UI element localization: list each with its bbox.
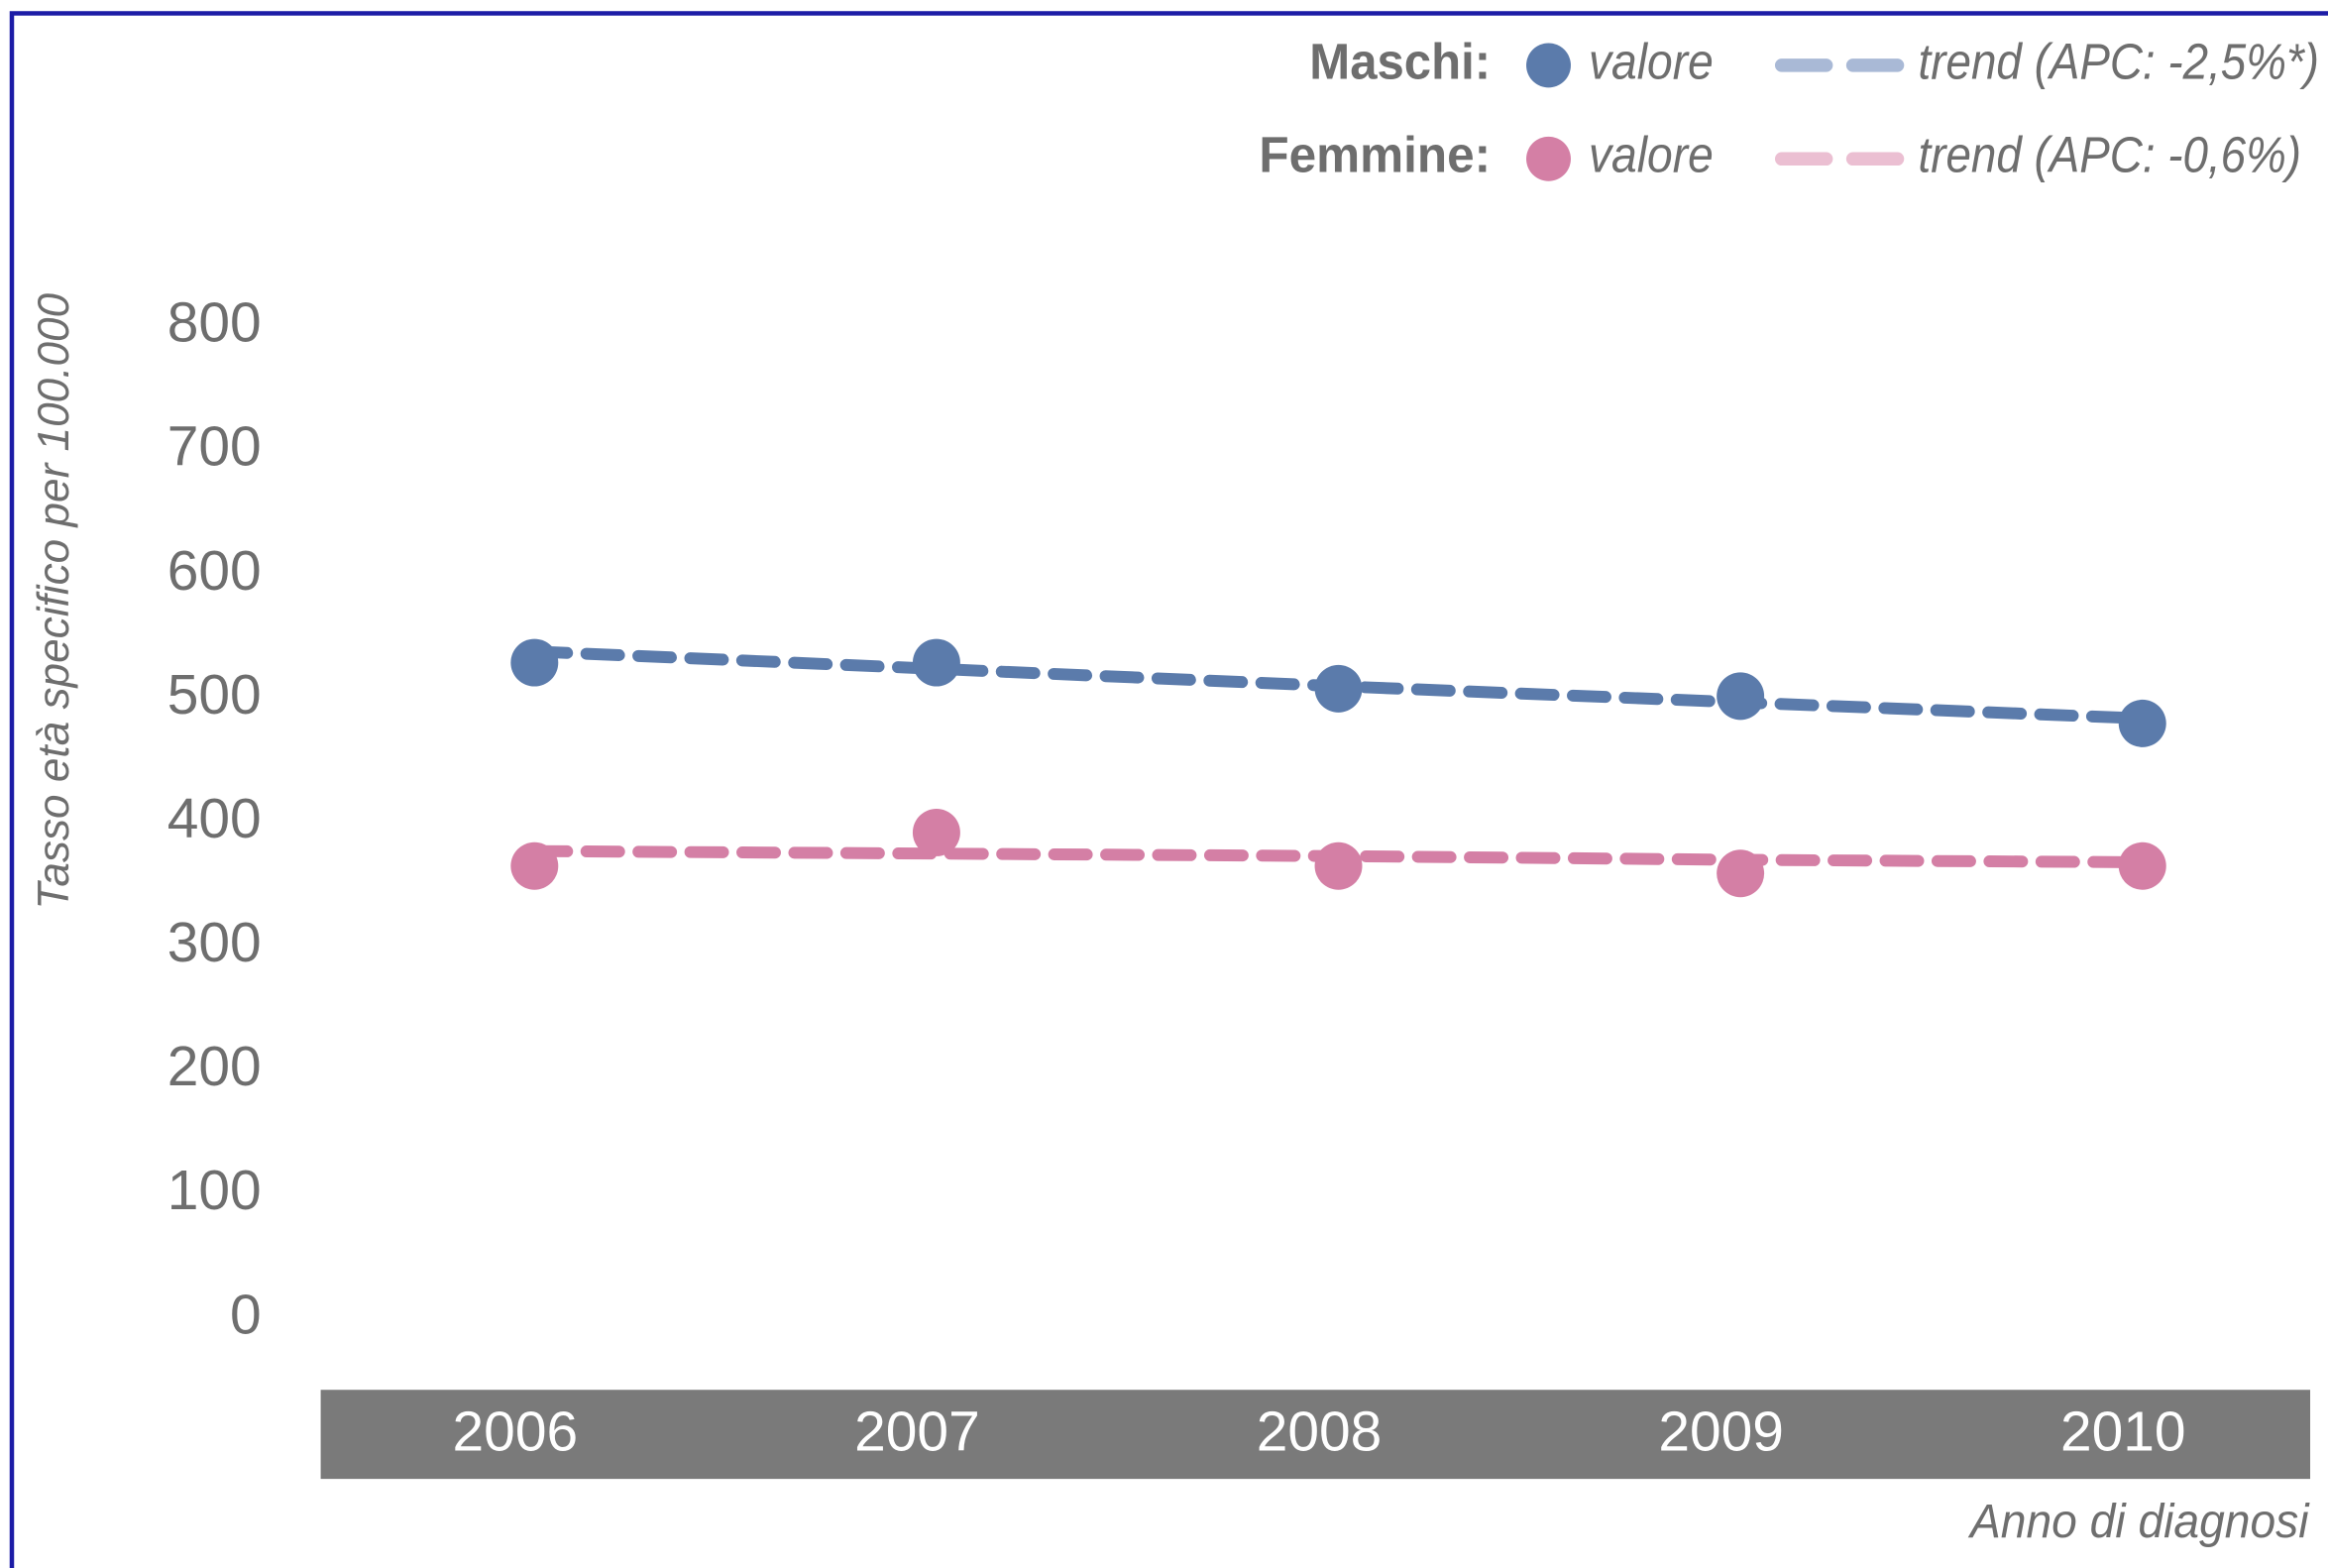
data-point (1717, 672, 1765, 721)
data-point (2118, 699, 2166, 747)
data-point (912, 808, 960, 856)
legend-marker (1526, 43, 1571, 88)
data-point (912, 638, 960, 687)
data-point (1314, 664, 1363, 713)
x-tick-label: 2007 (854, 1400, 980, 1464)
legend-group-label: Maschi: (1309, 33, 1491, 89)
x-axis-label: Anno di diagnosi (1967, 1496, 2310, 1548)
legend-label: trend (APC: -0,6%) (1919, 127, 2302, 183)
legend-label: valore (1589, 33, 1714, 89)
data-point (1717, 849, 1765, 898)
x-axis-band (320, 1390, 2311, 1480)
y-tick-label: 200 (167, 1035, 262, 1098)
data-point (510, 841, 559, 890)
y-tick-label: 100 (167, 1159, 262, 1222)
y-tick-label: 0 (230, 1283, 262, 1346)
x-tick-label: 2009 (1658, 1400, 1784, 1464)
data-point (510, 638, 559, 687)
y-tick-label: 600 (167, 539, 262, 603)
y-tick-label: 400 (167, 787, 262, 850)
data-point (1314, 841, 1363, 890)
y-tick-label: 300 (167, 911, 262, 974)
frame (9, 11, 2328, 1568)
legend-marker (1526, 136, 1571, 181)
y-tick-label: 700 (167, 415, 262, 479)
x-tick-label: 2006 (453, 1400, 579, 1464)
legend-group-label: Femmine: (1259, 127, 1491, 183)
x-tick-label: 2010 (2060, 1400, 2186, 1464)
y-axis-label: Tasso età specifico per 100.000 (28, 293, 78, 910)
legend-label: valore (1589, 127, 1714, 183)
x-tick-label: 2008 (1257, 1400, 1383, 1464)
legend-label: trend (APC: -2,5%*) (1919, 33, 2319, 89)
y-tick-label: 800 (167, 291, 262, 355)
y-tick-label: 500 (167, 663, 262, 727)
data-point (2118, 841, 2166, 890)
